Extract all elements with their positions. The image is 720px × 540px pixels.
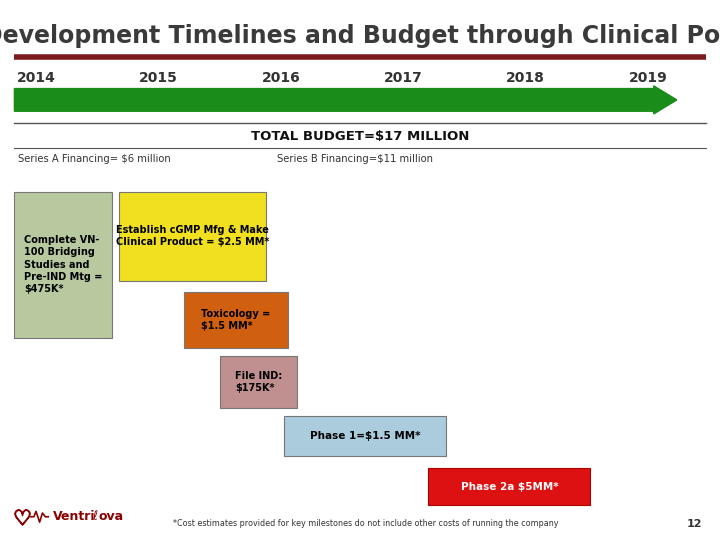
Text: Toxicology =
$1.5 MM*: Toxicology = $1.5 MM* — [201, 309, 271, 331]
Text: ova: ova — [99, 510, 124, 523]
FancyArrow shape — [14, 86, 677, 114]
Text: 2015: 2015 — [139, 71, 178, 85]
Text: Phase 2a $5MM*: Phase 2a $5MM* — [461, 482, 558, 491]
Text: 2014: 2014 — [17, 71, 55, 85]
Text: 2018: 2018 — [506, 71, 545, 85]
FancyBboxPatch shape — [284, 416, 446, 456]
Text: Series B Financing=$11 million: Series B Financing=$11 million — [277, 154, 433, 164]
Text: File IND:
$175K*: File IND: $175K* — [235, 371, 282, 393]
FancyBboxPatch shape — [184, 292, 288, 348]
Text: *Cost estimates provided for key milestones do not include other costs of runnin: *Cost estimates provided for key milesto… — [173, 519, 558, 528]
FancyBboxPatch shape — [428, 468, 590, 505]
Text: 12: 12 — [687, 519, 703, 529]
Text: ℓ: ℓ — [92, 510, 97, 523]
Text: Series A Financing= $6 million: Series A Financing= $6 million — [18, 154, 171, 164]
FancyBboxPatch shape — [220, 356, 297, 408]
Text: 2017: 2017 — [384, 71, 423, 85]
Text: Phase 1=$1.5 MM*: Phase 1=$1.5 MM* — [310, 431, 420, 441]
Text: 2019: 2019 — [629, 71, 667, 85]
Text: 2016: 2016 — [261, 71, 300, 85]
Text: TOTAL BUDGET=$17 MILLION: TOTAL BUDGET=$17 MILLION — [251, 130, 469, 143]
Text: Development Timelines and Budget through Clinical PoC: Development Timelines and Budget through… — [0, 24, 720, 48]
Text: Complete VN-
100 Bridging
Studies and
Pre-IND Mtg =
$475K*: Complete VN- 100 Bridging Studies and Pr… — [24, 235, 102, 294]
FancyBboxPatch shape — [14, 192, 112, 338]
Text: Ventri: Ventri — [53, 510, 95, 523]
Text: Establish cGMP Mfg & Make
Clinical Product = $2.5 MM*: Establish cGMP Mfg & Make Clinical Produ… — [116, 225, 269, 247]
FancyBboxPatch shape — [119, 192, 266, 281]
